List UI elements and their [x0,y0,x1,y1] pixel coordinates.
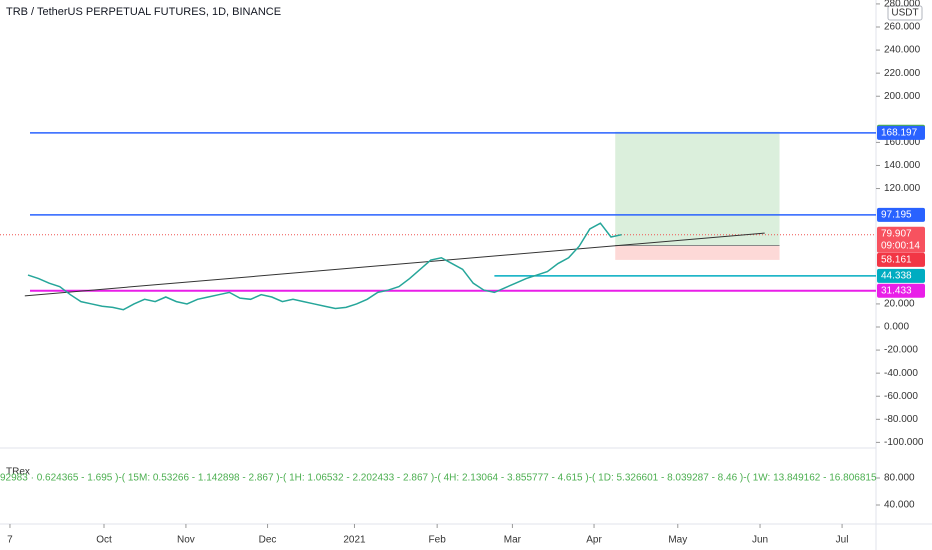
price-tag [877,226,925,253]
stop-zone [615,245,780,260]
x-tick-label: Jul [836,535,849,546]
y-tick-label: -100.000 [884,437,924,448]
x-tick-label: May [668,535,687,546]
countdown: 09:00:14 [881,240,920,251]
currency-box[interactable] [887,5,923,21]
y-tick-label: 0.000 [884,322,909,333]
indicator-text: 92983 · 0.624365 - 1.695 )-( 15M: 0.5326… [0,473,877,484]
price-tag-label: 97.195 [881,209,912,220]
x-tick-label: 2021 [343,535,366,546]
price-tag-label: 31.433 [881,285,912,296]
y-tick-label: 200.000 [884,91,921,102]
target-zone [615,131,780,246]
y-tick-label: 220.000 [884,68,921,79]
y-tick-label: 120.000 [884,183,921,194]
y-tick-label: 160.000 [884,137,921,148]
y-tick-label: -60.000 [884,391,918,402]
x-tick-label: Nov [177,535,195,546]
price-tag-label: 58.161 [881,255,912,266]
x-tick-label: Feb [429,535,447,546]
price-tag-label: 44.338 [881,270,912,281]
y-tick-label: 140.000 [884,160,921,171]
y-tick-label: 20.000 [884,299,915,310]
price-tag [877,125,925,140]
indicator-name: TRex [6,467,30,478]
y-tick-label: 240.000 [884,45,921,56]
y-tick-label: -20.000 [884,345,918,356]
x-tick-label: Jun [752,535,768,546]
y-tick-label: -40.000 [884,368,918,379]
y-tick-label: 80.000 [884,473,915,484]
price-line [27,222,622,311]
price-tag [877,207,925,222]
chart-title: TRB / TetherUS PERPETUAL FUTURES, 1D, BI… [6,6,281,18]
y-tick-label: -80.000 [884,414,918,425]
x-tick-label: Mar [504,535,522,546]
x-tick-label: 7 [7,535,13,546]
y-tick-label: 260.000 [884,22,921,33]
price-tag [877,252,925,267]
price-tag [877,268,925,283]
currency[interactable]: USDT [891,8,918,19]
price-tag-label: 79.907 [881,228,912,239]
x-tick-label: Dec [259,535,277,546]
y-tick-label: 40.000 [884,500,915,511]
trend-line [24,232,765,297]
x-tick-label: Oct [96,535,112,546]
x-tick-label: Apr [586,535,602,546]
y-tick-label: 280.000 [884,0,921,10]
price-tag [877,283,925,298]
price-tag-label: 168.197 [881,128,918,139]
